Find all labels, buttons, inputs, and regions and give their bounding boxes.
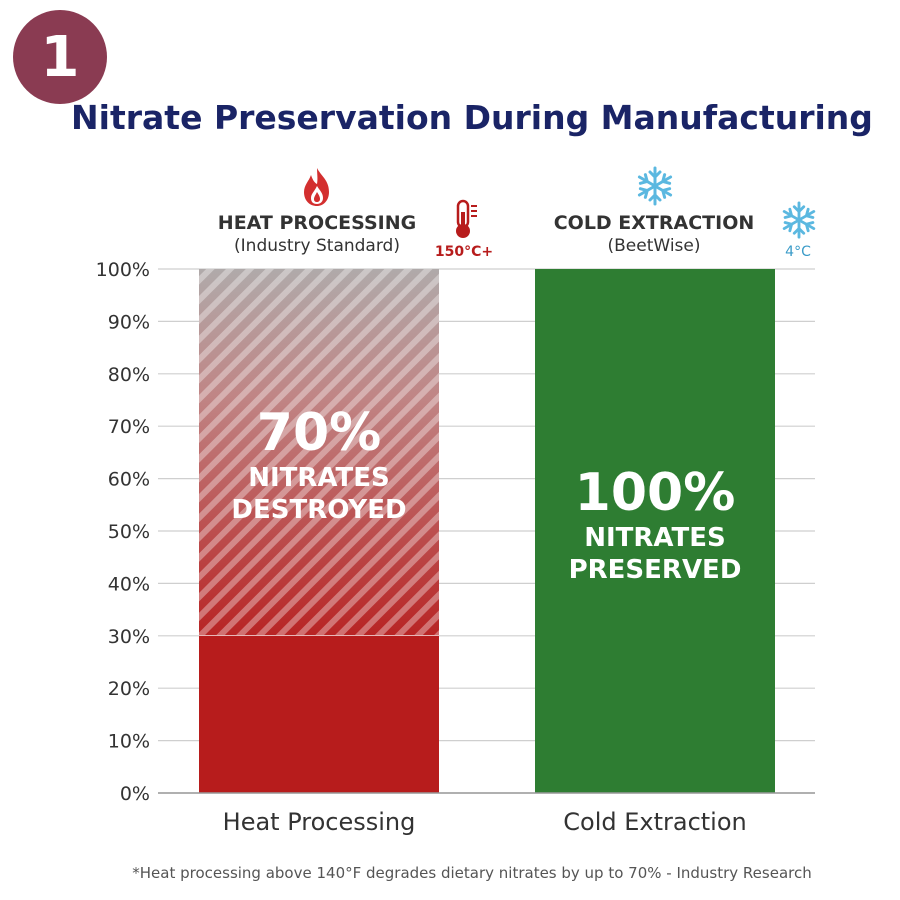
- bar-label-line: PRESERVED: [569, 555, 742, 585]
- y-tick-label: 30%: [108, 626, 150, 648]
- x-category-label: Cold Extraction: [563, 808, 747, 836]
- bar: [199, 635, 439, 793]
- destroyed-bar-hatch: [199, 269, 439, 636]
- y-tick-label: 90%: [108, 311, 150, 333]
- y-tick-label: 80%: [108, 364, 150, 386]
- y-tick-label: 40%: [108, 573, 150, 595]
- snowflake-icon: [637, 166, 673, 206]
- cold-temp: 4°C: [785, 244, 811, 260]
- step-badge: 1: [13, 10, 107, 104]
- thermometer-icon: [456, 199, 477, 238]
- bar-label-line: NITRATES: [248, 463, 390, 493]
- y-tick-label: 70%: [108, 416, 150, 438]
- y-tick-label: 0%: [120, 783, 150, 805]
- y-tick-label: 100%: [96, 259, 150, 281]
- heat-temp: 150°C+: [434, 244, 494, 260]
- footnote: *Heat processing above 140°F degrades di…: [132, 864, 812, 882]
- snowflake-icon: [782, 201, 816, 239]
- flame-icon: [304, 168, 329, 206]
- bar-value-label: 100%: [575, 463, 736, 523]
- y-tick-label: 60%: [108, 469, 150, 491]
- heat-header-label: HEAT PROCESSING: [217, 212, 417, 234]
- chart-title: Nitrate Preservation During Manufacturin…: [71, 98, 873, 137]
- y-tick-label: 10%: [108, 731, 150, 753]
- cold-header-sub: (BeetWise): [607, 236, 701, 256]
- bar-value-label: 70%: [257, 403, 381, 463]
- cold-header: COLD EXTRACTION (BeetWise): [520, 212, 788, 256]
- y-tick-label: 50%: [108, 521, 150, 543]
- bar-label-line: DESTROYED: [231, 495, 406, 525]
- x-category-label: Heat Processing: [223, 808, 416, 836]
- bar-label-line: NITRATES: [584, 523, 726, 553]
- cold-header-label: COLD EXTRACTION: [553, 212, 755, 234]
- heat-header: HEAT PROCESSING (Industry Standard): [187, 212, 447, 256]
- y-tick-label: 20%: [108, 678, 150, 700]
- heat-header-sub: (Industry Standard): [234, 236, 400, 256]
- bar: [535, 269, 775, 793]
